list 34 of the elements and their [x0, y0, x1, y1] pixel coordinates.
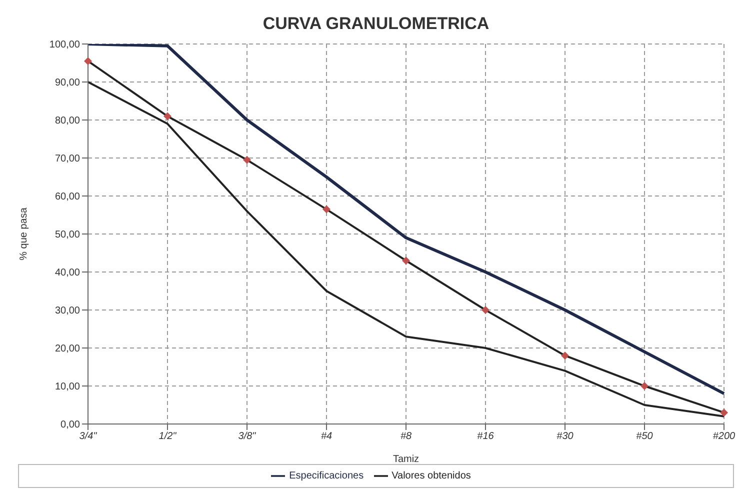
point: [482, 306, 490, 314]
y-tick-label: 0,00: [60, 420, 80, 431]
chart-title: CURVA GRANULOMETRICA: [262, 13, 490, 35]
point: [164, 112, 172, 120]
legend-label: Especificaciones: [289, 470, 364, 482]
point: [640, 382, 648, 390]
y-tick-label: 90,00: [54, 78, 80, 89]
y-tick-label: 50,00: [54, 230, 80, 241]
x-tick-label: #16: [477, 431, 494, 442]
y-tick-label: 20,00: [54, 344, 80, 355]
x-tick-label: #8: [400, 431, 412, 442]
x-tick-label: 3/4": [79, 431, 98, 442]
point: [84, 57, 92, 66]
point: [720, 408, 728, 417]
x-tick-label: #4: [320, 431, 332, 442]
x-tick-label: 1/2": [158, 431, 177, 442]
y-axis-title: % que pasa: [18, 207, 30, 260]
y-tick-label: 10,00: [54, 382, 80, 393]
x-tick-label: #30: [556, 431, 574, 442]
point: [243, 156, 251, 164]
y-tick-label: 70,00: [54, 154, 80, 165]
point: [402, 256, 410, 265]
y-tick-label: 100,00: [49, 40, 80, 51]
y-tick-label: 60,00: [54, 192, 80, 203]
x-axis-title: Tamiz: [392, 454, 420, 465]
x-tick-label: #200: [712, 431, 736, 442]
point: [561, 352, 569, 360]
x-tick-label: #50: [636, 431, 654, 442]
y-tick-label: 30,00: [54, 306, 80, 317]
x-tick-label: 3/8": [238, 431, 256, 442]
legend-label: Valores obtenidos: [392, 470, 471, 482]
y-tick-label: 40,00: [54, 268, 80, 279]
y-tick-label: 80,00: [54, 116, 80, 127]
point: [322, 205, 330, 214]
